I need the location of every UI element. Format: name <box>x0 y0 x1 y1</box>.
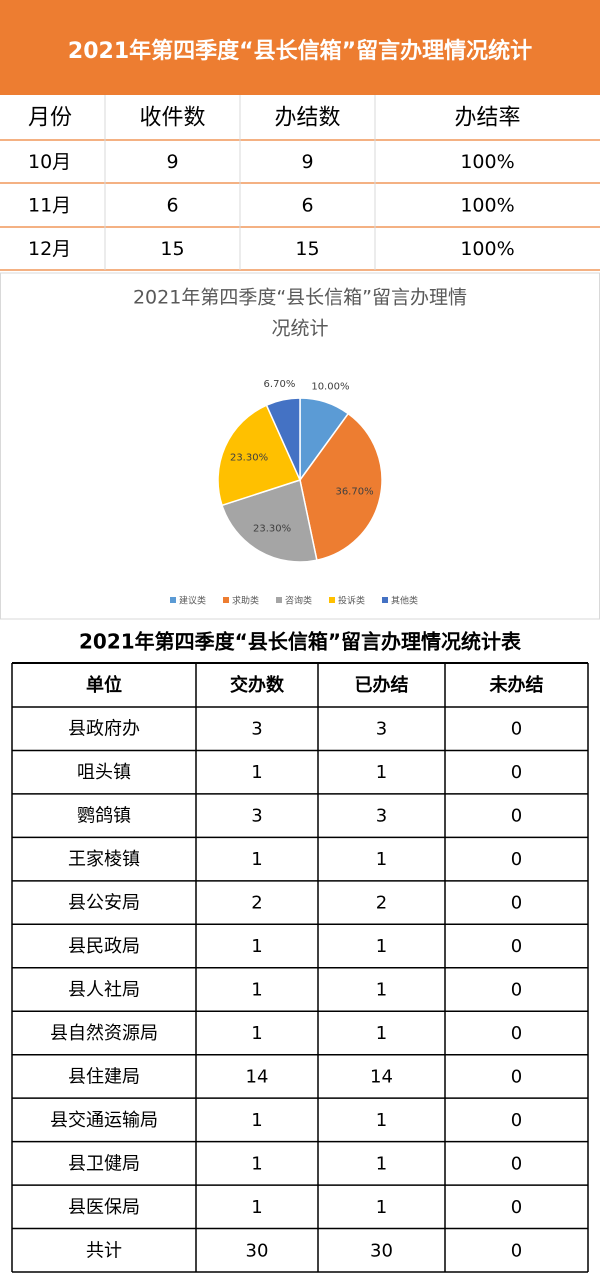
cell: 6 <box>166 195 178 217</box>
legend-swatch <box>170 597 176 603</box>
cell: 0 <box>511 893 522 914</box>
legend-label: 咨询类 <box>285 595 312 607</box>
data-label: 23.30% <box>253 523 291 534</box>
header-cell: 交办数 <box>230 674 285 696</box>
cell: 30 <box>246 1240 269 1261</box>
cell: 15 <box>160 238 184 260</box>
cell: 14 <box>370 1066 393 1087</box>
table2-title: 2021年第四季度“县长信箱”留言办理情况统计表 <box>79 630 522 654</box>
cell: 1 <box>251 1023 262 1044</box>
cell: 0 <box>511 1023 522 1044</box>
legend-label: 建议类 <box>179 595 206 607</box>
cell: 0 <box>511 1240 522 1261</box>
cell: 1 <box>251 1153 262 1174</box>
chart-title-2: 况统计 <box>271 318 328 340</box>
cell: 共计 <box>86 1240 122 1261</box>
cell: 11月 <box>28 195 71 217</box>
table1-title: 2021年第四季度“县长信箱”留言办理情况统计 <box>68 38 532 64</box>
cell: 县民政局 <box>68 936 140 957</box>
cell: 0 <box>511 1153 522 1174</box>
legend-label: 投诉类 <box>338 595 365 607</box>
cell: 0 <box>511 1066 522 1087</box>
cell: 1 <box>251 762 262 783</box>
title-bar <box>0 0 600 95</box>
legend-swatch <box>223 597 229 603</box>
cell: 14 <box>246 1066 269 1087</box>
cell: 10月 <box>28 151 71 173</box>
cell: 1 <box>376 1153 387 1174</box>
cell: 3 <box>251 719 262 740</box>
cell: 15 <box>295 238 319 260</box>
cell: 1 <box>376 1023 387 1044</box>
cell: 3 <box>251 806 262 827</box>
cell: 鹦鸽镇 <box>77 806 131 827</box>
cell: 0 <box>511 980 522 1001</box>
header-cell: 已办结 <box>355 674 409 696</box>
cell: 100% <box>460 238 514 260</box>
cell: 0 <box>511 936 522 957</box>
pie-slice <box>217 404 302 507</box>
legend-swatch <box>382 597 388 603</box>
cell: 王家棱镇 <box>68 849 140 870</box>
cell: 6 <box>301 195 313 217</box>
cell: 1 <box>376 762 387 783</box>
cell: 县自然资源局 <box>50 1023 158 1044</box>
cell: 0 <box>511 762 522 783</box>
legend-label: 求助类 <box>232 595 259 607</box>
cell: 1 <box>376 1110 387 1131</box>
chart-title-1: 2021年第四季度“县长信箱”留言办理情 <box>133 287 467 309</box>
header-cell: 未办结 <box>490 674 544 696</box>
cell: 县医保局 <box>68 1197 140 1218</box>
cell: 30 <box>370 1240 393 1261</box>
cell: 县卫健局 <box>68 1153 140 1174</box>
cell: 1 <box>376 936 387 957</box>
pie-slice <box>299 412 383 562</box>
cell: 1 <box>376 980 387 1001</box>
header-cell: 收件数 <box>139 106 205 131</box>
cell: 100% <box>460 195 514 217</box>
cell: 0 <box>511 1110 522 1131</box>
cell: 3 <box>376 806 387 827</box>
cell: 县交通运输局 <box>50 1110 158 1131</box>
cell: 0 <box>511 806 522 827</box>
cell: 9 <box>301 151 313 173</box>
header-cell: 办结率 <box>454 106 520 131</box>
legend-label: 其他类 <box>391 595 418 607</box>
cell: 2 <box>376 893 387 914</box>
cell: 2 <box>251 893 262 914</box>
cell: 1 <box>251 1197 262 1218</box>
cell: 1 <box>376 1197 387 1218</box>
legend-swatch <box>329 597 335 603</box>
cell: 9 <box>166 151 178 173</box>
pie-slice <box>265 397 301 481</box>
pie-slice <box>221 479 318 563</box>
cell: 12月 <box>28 238 71 260</box>
cell: 咀头镇 <box>77 762 131 783</box>
header-cell: 单位 <box>86 674 122 696</box>
cell: 0 <box>511 1197 522 1218</box>
cell: 1 <box>251 1110 262 1131</box>
data-label: 10.00% <box>311 381 349 392</box>
data-label: 6.70% <box>264 379 296 390</box>
header-cell: 月份 <box>28 106 72 131</box>
cell: 县人社局 <box>68 980 140 1001</box>
cell: 1 <box>251 980 262 1001</box>
cell: 1 <box>251 849 262 870</box>
cell: 3 <box>376 719 387 740</box>
cell: 0 <box>511 849 522 870</box>
data-label: 36.70% <box>335 487 373 498</box>
cell: 县住建局 <box>68 1066 140 1087</box>
cell: 0 <box>511 719 522 740</box>
data-label: 23.30% <box>230 452 268 463</box>
cell: 1 <box>251 936 262 957</box>
header-cell: 办结数 <box>274 106 340 131</box>
cell: 100% <box>460 151 514 173</box>
legend-swatch <box>276 597 282 603</box>
cell: 县公安局 <box>68 893 140 914</box>
cell: 1 <box>376 849 387 870</box>
cell: 县政府办 <box>68 719 140 740</box>
